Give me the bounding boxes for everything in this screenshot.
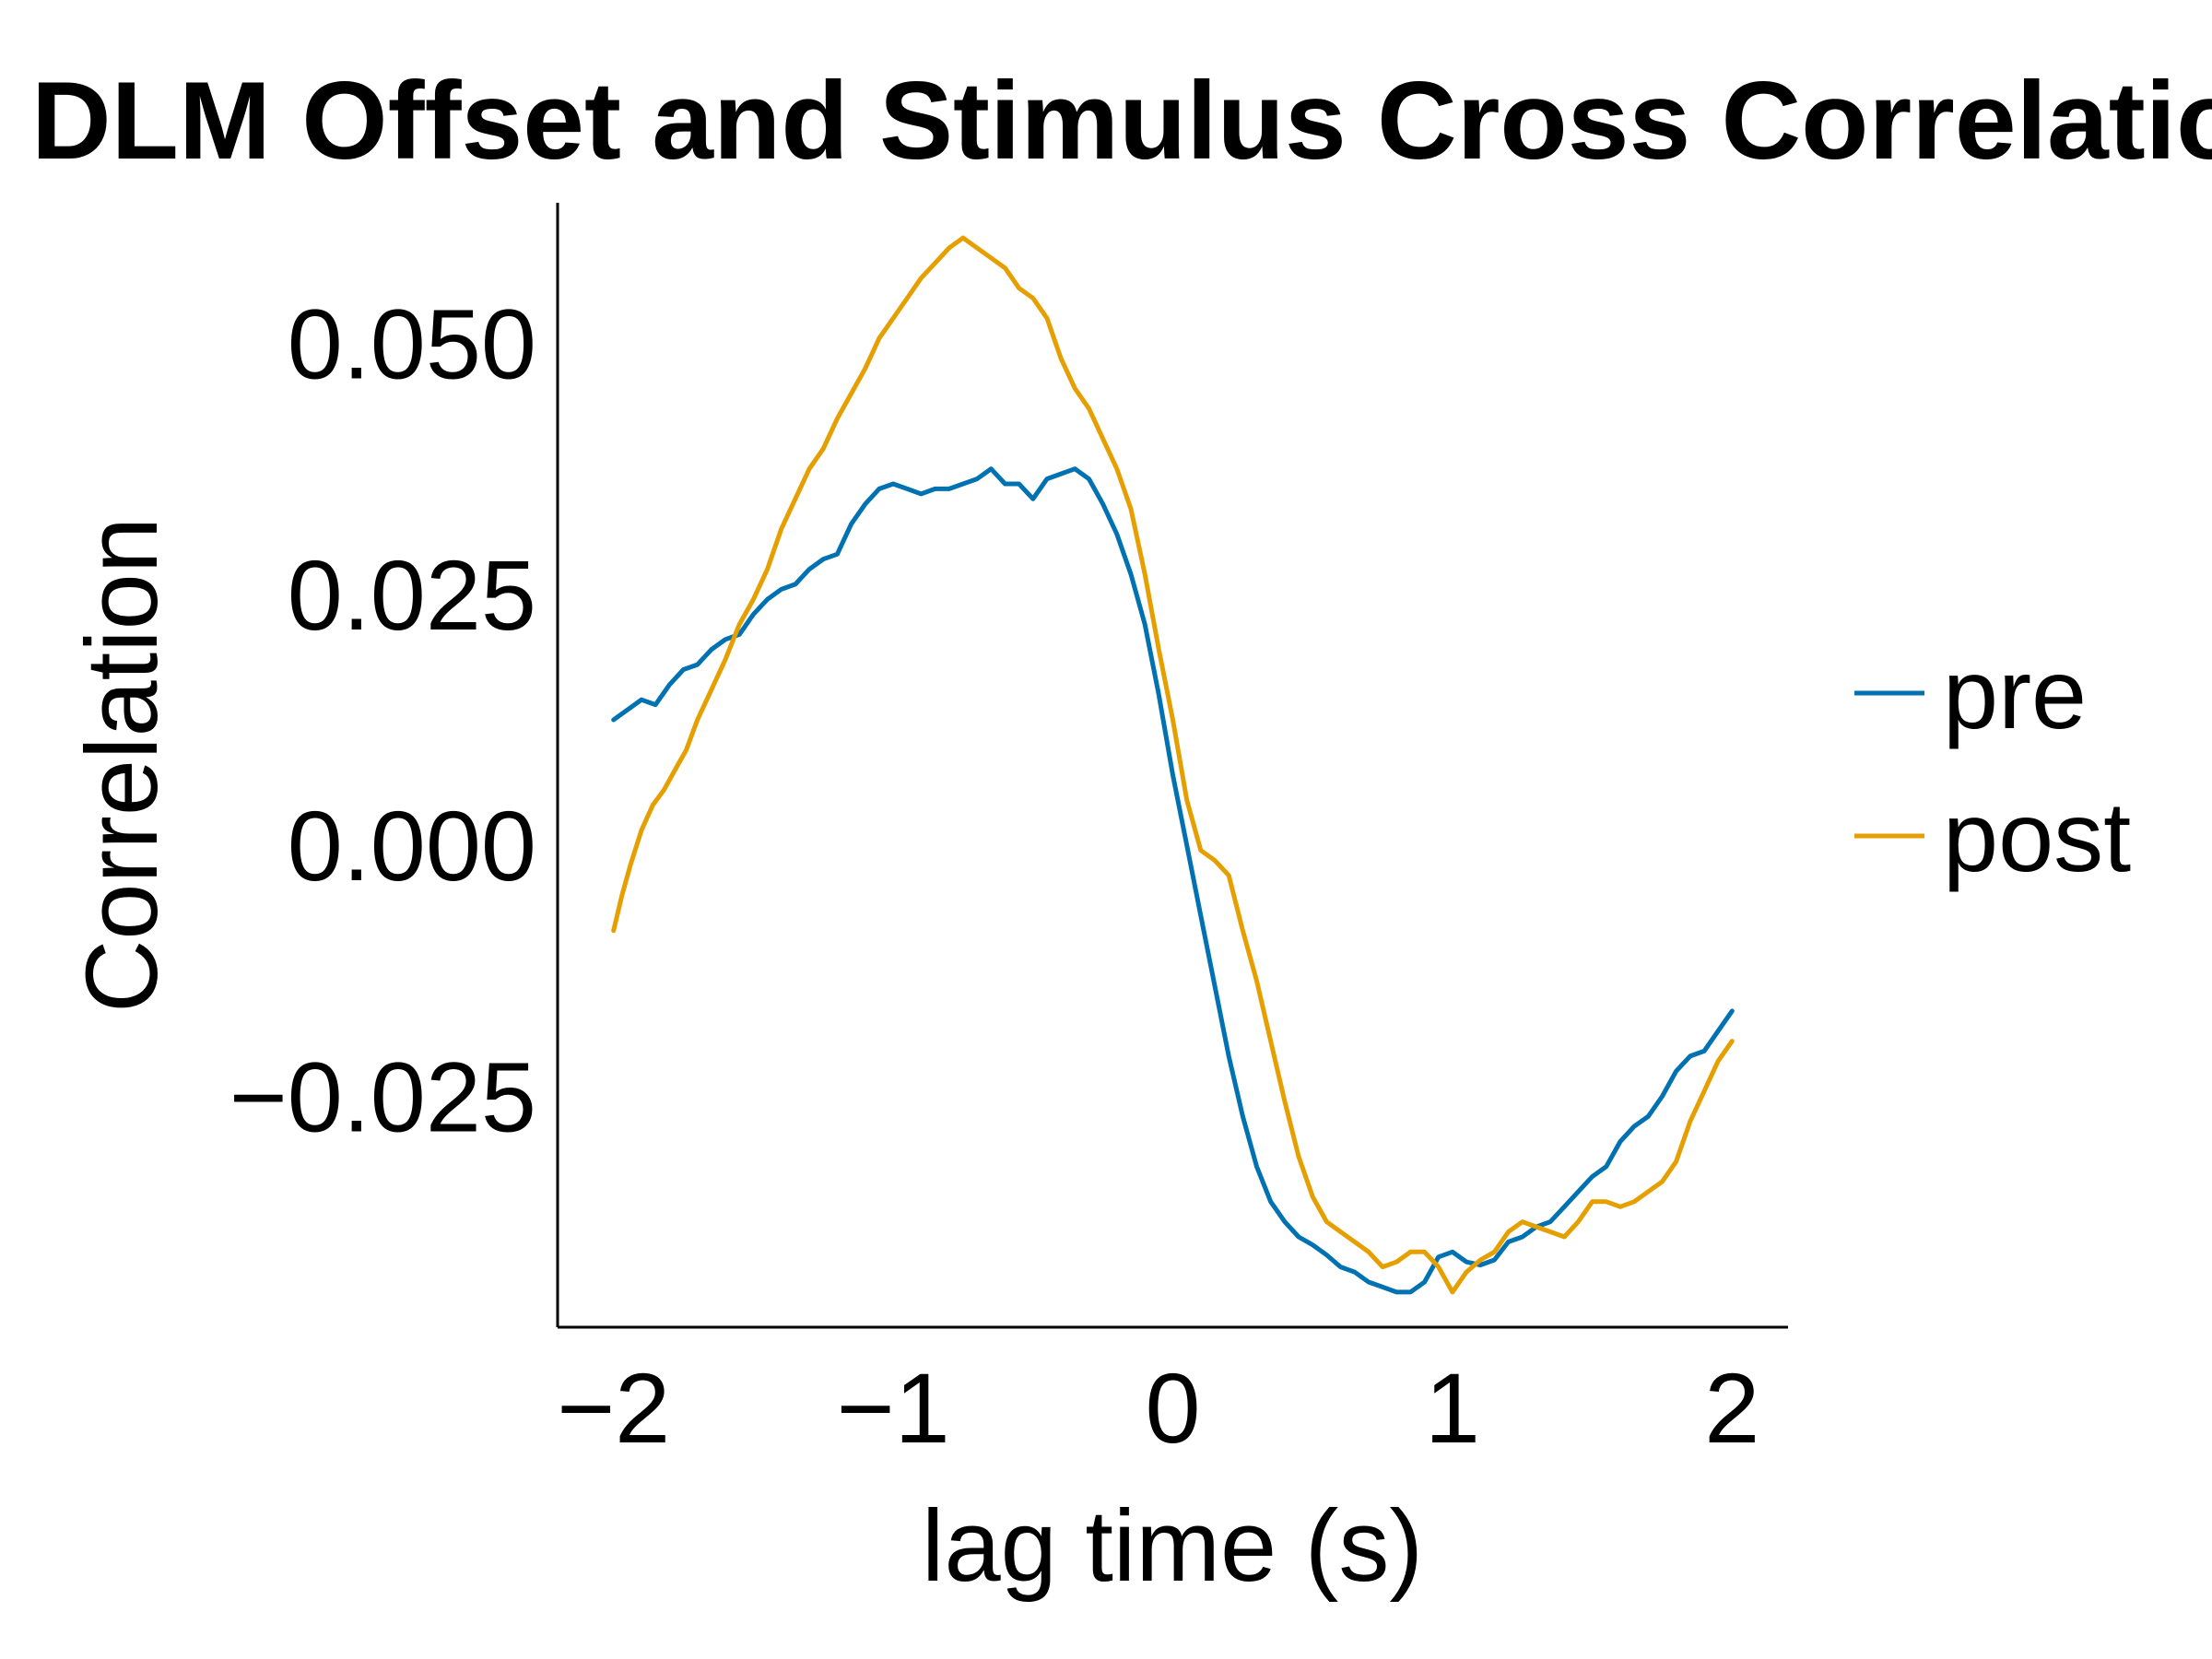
x-tick-labels: −2 −1 0 1 2 bbox=[557, 1352, 1759, 1464]
legend-label-post: post bbox=[1943, 781, 2131, 892]
x-tick-label: 1 bbox=[1425, 1352, 1480, 1464]
x-tick-label: 0 bbox=[1145, 1352, 1200, 1464]
series-line-post bbox=[611, 235, 1735, 1295]
chart-title: DLM Offset and Stimulus Cross Correlatio bbox=[31, 59, 2212, 182]
y-tick-label: 0.050 bbox=[288, 288, 536, 400]
x-tick-label: 2 bbox=[1704, 1352, 1759, 1464]
series-line-pre bbox=[611, 466, 1735, 1295]
legend: pre post bbox=[1854, 638, 2131, 892]
y-tick-label: 0.025 bbox=[288, 539, 536, 651]
x-tick-label: −2 bbox=[557, 1352, 670, 1464]
y-tick-label: 0.000 bbox=[288, 790, 536, 901]
y-axis-label: Correlation bbox=[65, 517, 179, 1013]
y-tick-label: −0.025 bbox=[229, 1041, 536, 1152]
x-axis-label: lag time (s) bbox=[922, 1489, 1423, 1603]
x-tick-label: −1 bbox=[837, 1352, 950, 1464]
plot-area: −0.025 0.000 0.025 0.050 −2 −1 0 1 2 bbox=[229, 203, 1788, 1464]
series-lines bbox=[611, 235, 1735, 1295]
y-tick-labels: −0.025 0.000 0.025 0.050 bbox=[229, 288, 536, 1153]
legend-label-pre: pre bbox=[1943, 638, 2087, 749]
